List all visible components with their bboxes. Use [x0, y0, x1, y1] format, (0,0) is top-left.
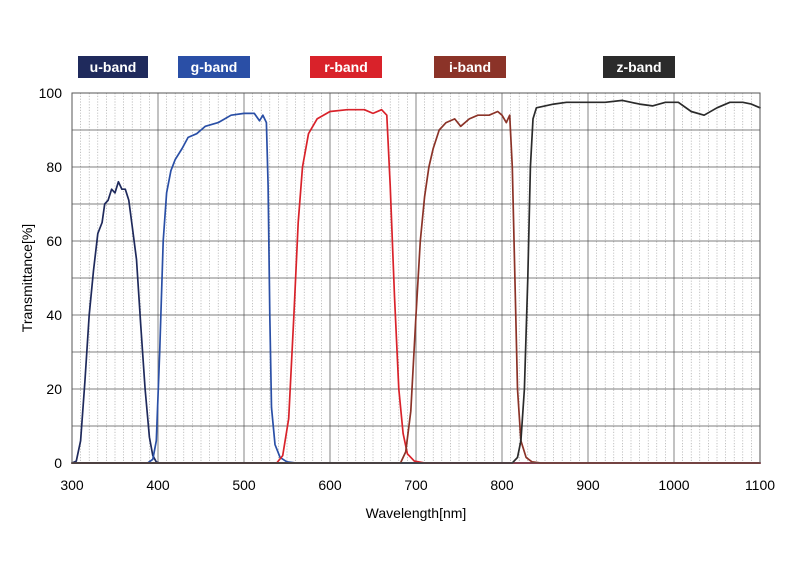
y-tick-label: 20: [46, 381, 62, 397]
x-axis-label: Wavelength[nm]: [366, 505, 467, 521]
legend-item-u-band: u-band: [78, 56, 148, 78]
tick-labels: 300 400 500 600 700 800 900 1000 1100 0 20 40 60 80 10…: [39, 85, 776, 493]
legend-item-i-band: i-band: [434, 56, 506, 78]
series-line-r-band: [71, 108, 761, 464]
x-tick-label: 500: [232, 477, 256, 493]
x-tick-label: 900: [576, 477, 600, 493]
y-tick-label: 40: [46, 307, 62, 323]
series-line-i-band: [71, 110, 761, 464]
legend-item-z-band: z-band: [603, 56, 675, 78]
grid: [72, 93, 760, 463]
y-axis-label: Transmittance[%]: [19, 224, 35, 332]
series-line-u-band: [71, 180, 761, 464]
series-line-g-band: [71, 112, 761, 464]
x-tick-label: 1000: [658, 477, 689, 493]
x-tick-label: 700: [404, 477, 428, 493]
legend-item-r-band: r-band: [310, 56, 382, 78]
x-tick-label: 600: [318, 477, 342, 493]
legend-item-g-band: g-band: [178, 56, 250, 78]
y-tick-label: 0: [54, 455, 62, 471]
x-tick-label: 400: [146, 477, 170, 493]
y-tick-label: 80: [46, 159, 62, 175]
x-tick-label: 1100: [745, 477, 775, 493]
y-tick-label: 100: [39, 85, 63, 101]
y-tick-label: 60: [46, 233, 62, 249]
x-tick-label: 300: [60, 477, 84, 493]
series-lines: [71, 99, 761, 464]
x-tick-label: 800: [490, 477, 514, 493]
plot-frame: [71, 92, 761, 464]
series-line-z-band: [71, 99, 761, 464]
